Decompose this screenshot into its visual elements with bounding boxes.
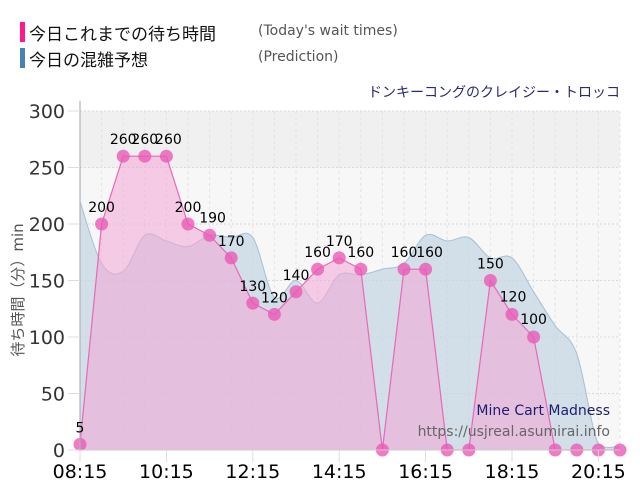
x-tick-label: 16:15	[398, 461, 453, 483]
y-tick-label: 100	[29, 327, 65, 349]
legend-sublabel-prediction: (Prediction)	[258, 49, 339, 65]
y-tick-label: 300	[29, 101, 65, 123]
legend-sublabel-actual: (Today's wait times)	[258, 23, 398, 39]
legend-label-prediction: 今日の混雑予想	[29, 51, 148, 71]
watermark-url: https://usjreal.asumirai.info	[418, 424, 610, 440]
chart-legend: 今日これまでの待ち時間 (Today's wait times) 今日の混雑予想…	[20, 20, 440, 72]
data-point-marker[interactable]	[159, 149, 173, 163]
data-point-marker[interactable]	[203, 228, 217, 242]
data-point-label: 140	[283, 268, 310, 284]
x-tick-label: 20:15	[571, 461, 626, 483]
data-point-label: 170	[218, 234, 245, 250]
data-point-marker[interactable]	[483, 274, 497, 287]
actual-fill	[80, 156, 620, 450]
legend-swatch-prediction	[20, 48, 25, 68]
x-tick-label: 08:15	[53, 461, 108, 483]
data-point-label: 200	[88, 200, 115, 216]
y-tick-label: 200	[29, 214, 65, 236]
data-point-label: 120	[261, 290, 288, 306]
data-point-marker[interactable]	[354, 262, 368, 276]
attraction-title: ドンキーコングのクレイジー・トロッコ	[368, 85, 620, 101]
data-point-marker[interactable]	[138, 149, 152, 163]
data-point-label: 260	[110, 132, 137, 148]
data-point-marker[interactable]	[267, 307, 281, 321]
y-tick-label: 50	[41, 384, 65, 406]
y-tick-label: 0	[53, 440, 65, 462]
data-point-marker[interactable]	[181, 217, 195, 231]
data-point-label: 260	[131, 132, 158, 148]
data-point-label: 150	[477, 257, 504, 273]
y-tick-label: 250	[29, 158, 65, 180]
data-point-label: 160	[304, 245, 331, 261]
data-point-marker[interactable]	[95, 217, 109, 231]
data-point-label: 170	[326, 234, 353, 250]
data-point-marker[interactable]	[224, 251, 238, 265]
data-point-label: 160	[391, 245, 418, 261]
data-point-marker[interactable]	[289, 285, 303, 299]
data-point-marker[interactable]	[419, 262, 433, 276]
data-point-label: 120	[500, 289, 527, 305]
x-tick-label: 14:15	[312, 461, 367, 483]
data-point-marker[interactable]	[246, 296, 260, 310]
x-tick-label: 10:15	[139, 461, 194, 483]
actual-area	[73, 149, 627, 457]
data-point-label: 160	[416, 245, 443, 261]
data-point-label: 5	[76, 420, 85, 436]
legend-swatch-actual	[20, 22, 25, 42]
data-point-label: 190	[199, 210, 226, 226]
legend-item-prediction[interactable]: 今日の混雑予想 (Prediction)	[20, 46, 440, 72]
data-point-label: 200	[175, 200, 202, 216]
y-tick-label: 150	[29, 271, 65, 293]
data-labels: 5200260260260200190170130120140160170160…	[76, 132, 547, 436]
data-point-marker[interactable]	[505, 307, 519, 321]
legend-item-actual[interactable]: 今日これまでの待ち時間 (Today's wait times)	[20, 20, 440, 46]
y-axis-label: 待ち時間（分）min	[9, 223, 27, 356]
data-point-label: 130	[239, 279, 266, 295]
axes: 0 50 100 150 200 250 300 08:15 10:15 12:15 14:15 16…	[29, 101, 626, 483]
data-point-label: 100	[520, 312, 547, 328]
legend-label-actual: 今日これまでの待ち時間	[29, 25, 216, 45]
watermark-name: Mine Cart Madness	[476, 403, 610, 419]
x-tick-label: 12:15	[225, 461, 280, 483]
data-point-label: 160	[347, 245, 374, 261]
data-point-marker[interactable]	[397, 262, 411, 276]
data-point-marker[interactable]	[527, 330, 541, 344]
data-point-marker[interactable]	[311, 262, 325, 276]
data-point-label: 260	[155, 132, 182, 148]
x-tick-label: 18:15	[485, 461, 540, 483]
data-point-marker[interactable]	[332, 251, 346, 265]
data-point-marker[interactable]	[116, 149, 130, 163]
